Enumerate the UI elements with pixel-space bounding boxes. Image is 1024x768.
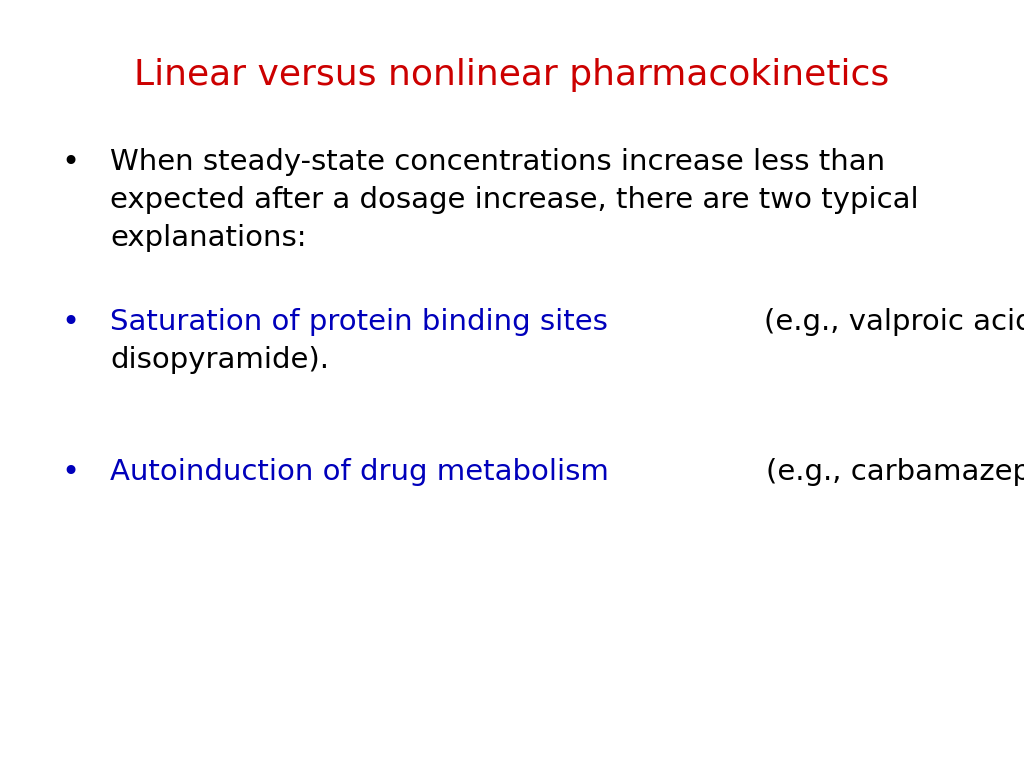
- Text: (e.g., carbamazepine).: (e.g., carbamazepine).: [766, 458, 1024, 486]
- Text: When steady-state concentrations increase less than: When steady-state concentrations increas…: [110, 148, 885, 176]
- Text: •: •: [61, 148, 79, 177]
- Text: expected after a dosage increase, there are two typical: expected after a dosage increase, there …: [110, 186, 919, 214]
- Text: Linear versus nonlinear pharmacokinetics: Linear versus nonlinear pharmacokinetics: [134, 58, 890, 92]
- Text: •: •: [61, 458, 79, 487]
- Text: •: •: [61, 308, 79, 337]
- Text: Saturation of protein binding sites: Saturation of protein binding sites: [110, 308, 617, 336]
- Text: disopyramide).: disopyramide).: [110, 346, 329, 374]
- Text: explanations:: explanations:: [110, 224, 306, 252]
- Text: Autoinduction of drug metabolism: Autoinduction of drug metabolism: [110, 458, 618, 486]
- Text: (e.g., valproic acid and: (e.g., valproic acid and: [764, 308, 1024, 336]
